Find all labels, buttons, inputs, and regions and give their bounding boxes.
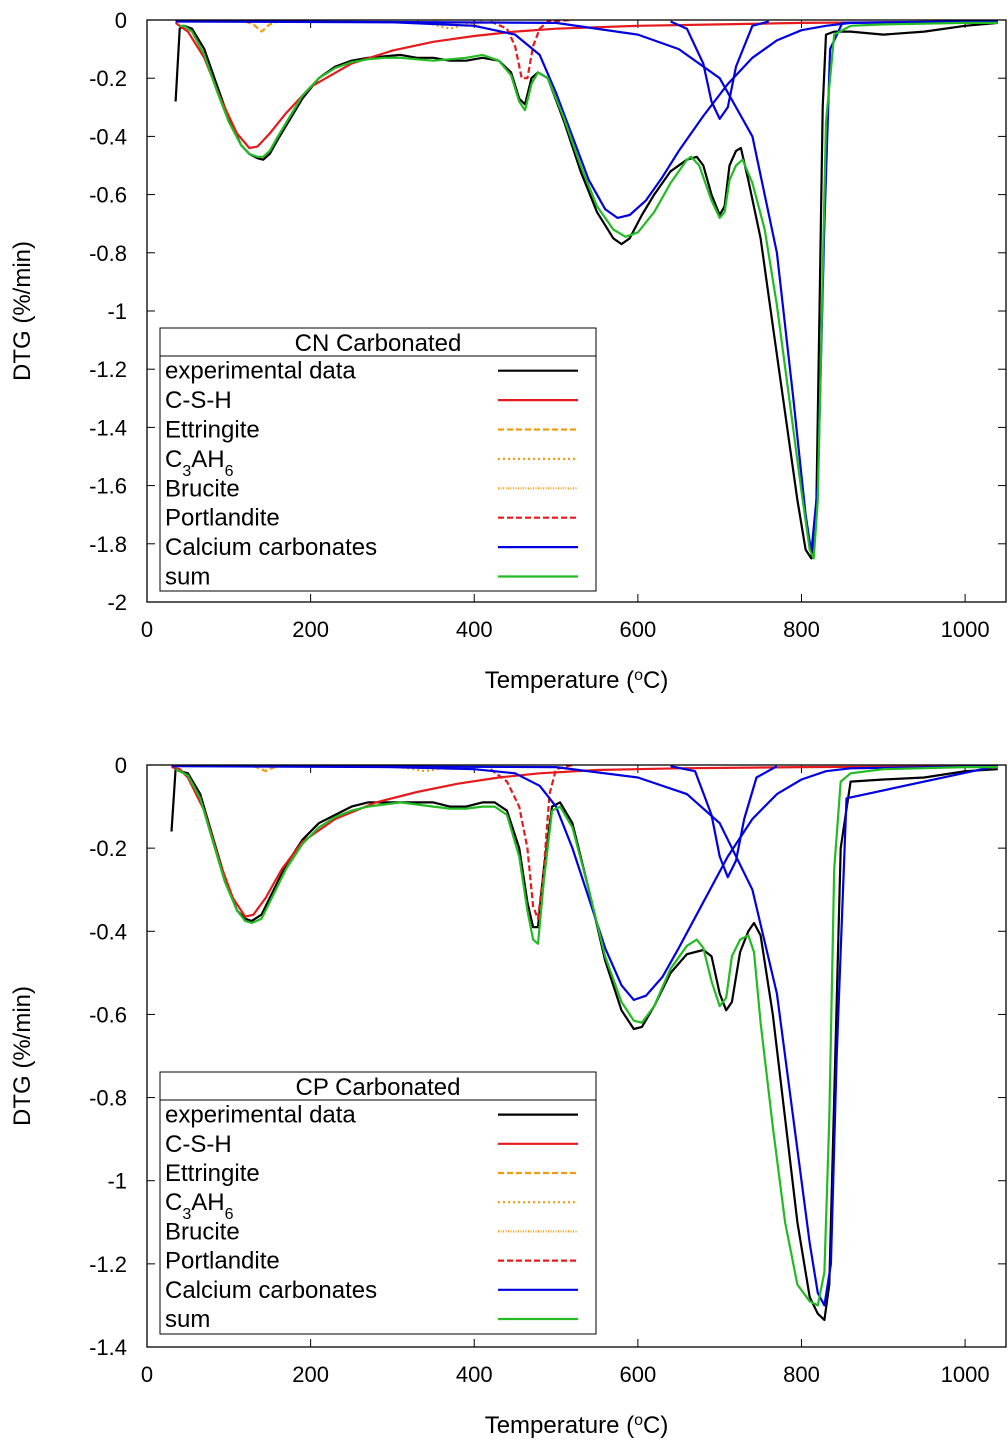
series-line-c-s-h	[171, 765, 998, 918]
y-axis-label: DTG (%/min)	[9, 986, 36, 1126]
series-line-experimental-data	[174, 21, 998, 560]
series-line-portlandite	[490, 20, 573, 80]
y-tick-label: -1.2	[89, 357, 127, 382]
y-tick-label: -1.4	[89, 415, 127, 440]
series-group	[174, 20, 998, 560]
series-group	[170, 765, 999, 1322]
legend-label: Portlandite	[165, 1248, 280, 1275]
y-tick-label: -1.8	[89, 532, 127, 557]
x-axis-label: Temperature (oC)	[485, 1412, 669, 1440]
y-tick-label: -2	[107, 590, 127, 615]
legend-label: C3AH6	[165, 446, 234, 480]
x-tick-label: 200	[292, 617, 329, 642]
legend-label: Portlandite	[165, 505, 280, 532]
legend-label: C-S-H	[165, 387, 232, 414]
x-axis-label: Temperature (oC)	[485, 667, 669, 695]
legend-label: experimental data	[165, 1102, 356, 1129]
y-tick-label: -0.2	[89, 836, 127, 861]
series-line-calcium-carbonates	[171, 765, 998, 1001]
x-tick-label: 0	[141, 1362, 153, 1387]
x-tick-label: 600	[619, 617, 656, 642]
chart-2: 0 -0.2 -0.4 -0.6 -0.8 -1 -1.2 -1.4 0 200 400 600 800…	[9, 753, 1007, 1440]
y-tick-label: -0.2	[89, 66, 127, 91]
legend-label: Calcium carbonates	[165, 534, 377, 561]
y-tick-label: -1	[107, 1169, 127, 1194]
series-line-calcium-carbonates	[670, 765, 778, 879]
series-line-portlandite	[489, 765, 573, 920]
series-line-experimental-data	[170, 768, 998, 1322]
y-tick-label: -1.6	[89, 474, 127, 499]
series-line-ettringite	[244, 20, 279, 33]
legend-label: Brucite	[165, 475, 240, 502]
y-tick-label: -0.8	[89, 1086, 127, 1111]
x-tick-label: 600	[619, 1362, 656, 1387]
legend-label: C-S-H	[165, 1131, 232, 1158]
y-tick-label: -1	[107, 299, 127, 324]
legend-title: CP Carbonated	[296, 1074, 461, 1101]
series-line-sum	[175, 766, 998, 1307]
legend-label: Ettringite	[165, 1160, 260, 1187]
plot-frame	[146, 764, 1007, 1348]
x-tick-label: 400	[456, 1362, 493, 1387]
x-tick-label: 1000	[941, 617, 990, 642]
x-tick-label: 200	[292, 1362, 329, 1387]
legend-label: Calcium carbonates	[165, 1277, 377, 1304]
legend-title: CN Carbonated	[295, 330, 462, 357]
y-tick-label: -1.2	[89, 1252, 127, 1277]
y-tick-label: 0	[115, 8, 127, 33]
y-tick-label: -1.4	[89, 1335, 127, 1360]
legend-label: C3AH6	[165, 1189, 234, 1223]
y-tick-label: -0.6	[89, 1002, 127, 1027]
x-tick-label: 0	[141, 617, 153, 642]
y-tick-label: -0.4	[89, 919, 127, 944]
y-tick-label: -0.8	[89, 241, 127, 266]
legend-label: experimental data	[165, 358, 356, 385]
y-axis-label: DTG (%/min)	[9, 241, 36, 381]
x-tick-label: 800	[783, 1362, 820, 1387]
plot-frame	[146, 19, 1007, 603]
series-line-calcium-carbonates	[175, 20, 998, 219]
series-line-calcium-carbonates	[670, 20, 770, 120]
chart-1: 0 -0.2 -0.4 -0.6 -0.8 -1 -1.2 -1.4 -1.6 -1.8 -2 0 20…	[9, 8, 1007, 695]
series-line-calcium-carbonates	[171, 765, 999, 1307]
y-tick-label: -0.4	[89, 124, 127, 149]
legend-label: Brucite	[165, 1218, 240, 1245]
y-tick-label: 0	[115, 753, 127, 778]
x-tick-label: 800	[783, 617, 820, 642]
legend-label: sum	[165, 564, 210, 591]
legend-label: Ettringite	[165, 417, 260, 444]
x-tick-label: 400	[456, 617, 493, 642]
legend-label: sum	[165, 1306, 210, 1333]
series-line-sum	[179, 21, 998, 560]
series-line-c-s-h	[174, 20, 998, 150]
x-tick-label: 1000	[941, 1362, 990, 1387]
y-tick-label: -0.6	[89, 183, 127, 208]
